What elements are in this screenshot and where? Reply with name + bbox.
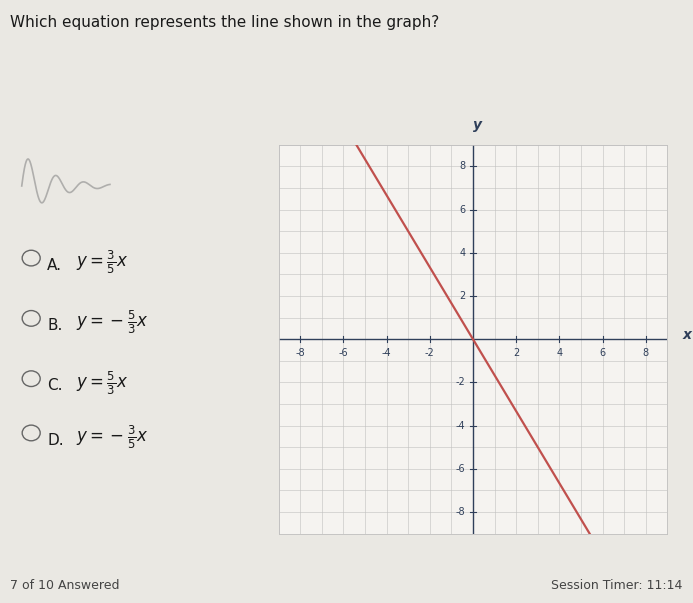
Text: -4: -4 [456, 421, 466, 431]
Text: -2: -2 [425, 348, 435, 358]
Text: 6: 6 [599, 348, 606, 358]
Text: 4: 4 [556, 348, 563, 358]
Text: 4: 4 [459, 248, 466, 257]
Text: x: x [683, 328, 692, 342]
Text: A.: A. [47, 258, 62, 273]
Text: Session Timer: 11:14: Session Timer: 11:14 [551, 579, 683, 592]
Text: Which equation represents the line shown in the graph?: Which equation represents the line shown… [10, 15, 439, 30]
Text: 6: 6 [459, 204, 466, 215]
Text: C.: C. [47, 379, 62, 393]
Text: $y = -\frac{3}{5}x$: $y = -\frac{3}{5}x$ [76, 423, 149, 451]
Text: 2: 2 [459, 291, 466, 301]
Text: $y = \frac{5}{3}x$: $y = \frac{5}{3}x$ [76, 369, 128, 397]
Text: $y = \frac{3}{5}x$: $y = \frac{3}{5}x$ [76, 248, 128, 276]
Text: -4: -4 [382, 348, 392, 358]
Text: y: y [473, 118, 482, 131]
Text: -2: -2 [456, 377, 466, 387]
Text: 8: 8 [459, 162, 466, 171]
Text: 7 of 10 Answered: 7 of 10 Answered [10, 579, 120, 592]
Text: -6: -6 [456, 464, 466, 474]
Text: 2: 2 [513, 348, 519, 358]
Text: D.: D. [47, 433, 64, 447]
Text: $y = -\frac{5}{3}x$: $y = -\frac{5}{3}x$ [76, 309, 149, 336]
Text: B.: B. [47, 318, 62, 333]
Text: -8: -8 [456, 507, 466, 517]
Text: -8: -8 [295, 348, 305, 358]
Text: 8: 8 [643, 348, 649, 358]
Text: -6: -6 [338, 348, 348, 358]
